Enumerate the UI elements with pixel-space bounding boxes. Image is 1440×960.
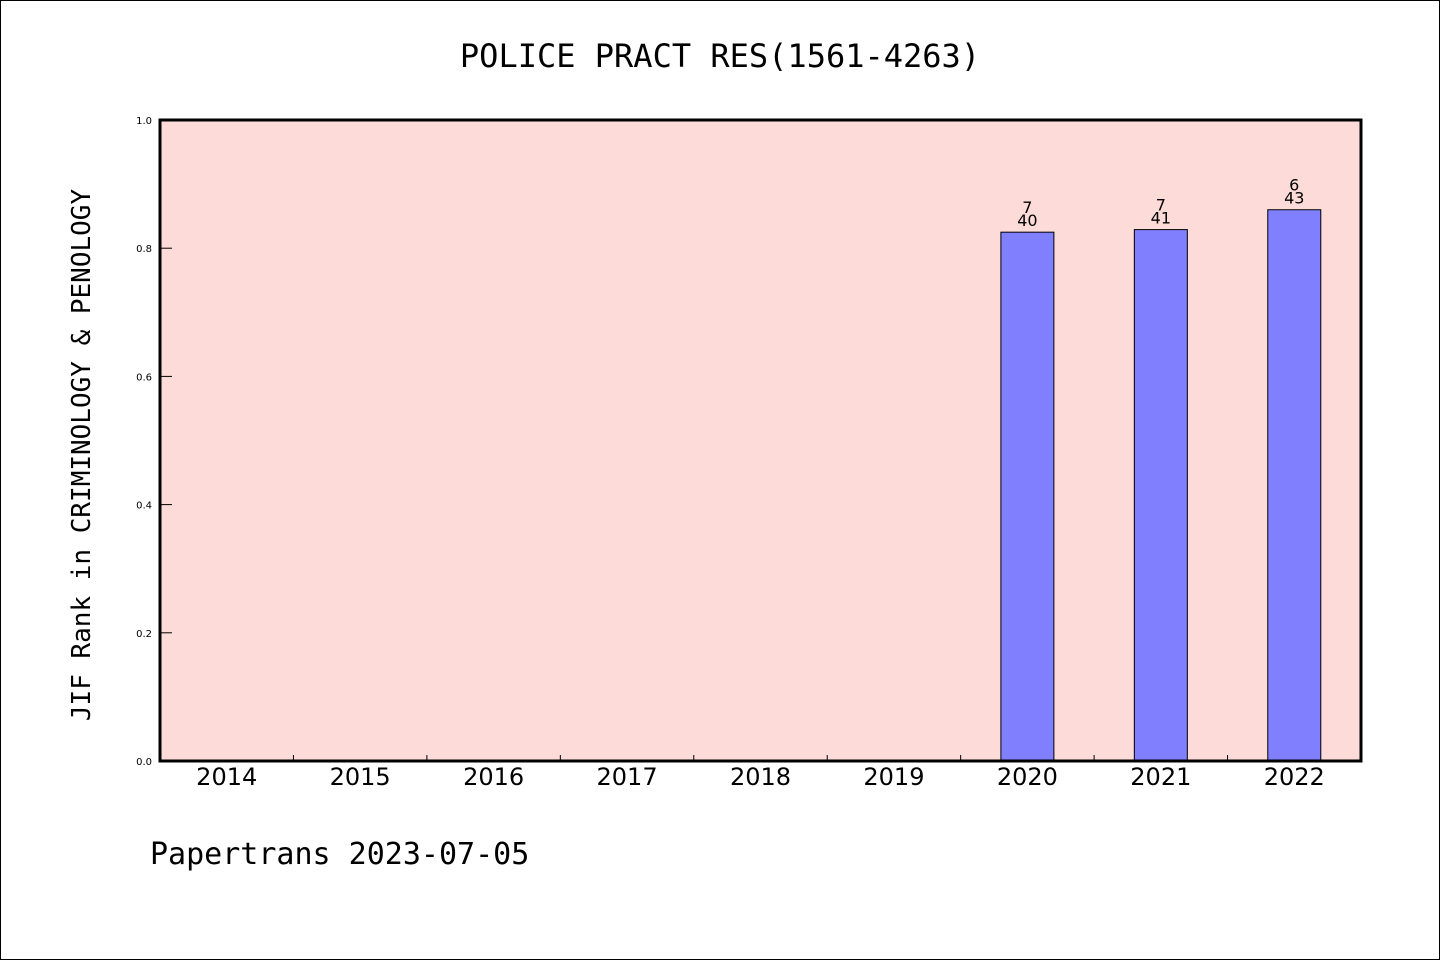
x-tick-label: 2015 xyxy=(330,763,391,791)
x-tick-label: 2014 xyxy=(196,763,257,791)
y-tick-label: 0.6 xyxy=(136,372,152,383)
x-axis-ticks: 2014 2015 2016 2017 2018 2019 2020 2021 2022 xyxy=(196,755,1325,791)
bar-rank-label: 7 xyxy=(1156,196,1166,215)
y-tick-label: 0.8 xyxy=(136,244,152,255)
footer-text: Papertrans 2023-07-05 xyxy=(150,837,529,872)
x-tick-label: 2019 xyxy=(863,763,924,791)
bar-total-label: 40 xyxy=(1017,211,1037,230)
y-tick-label: 0.0 xyxy=(136,757,152,768)
bar xyxy=(1267,209,1322,762)
x-tick-label: 2016 xyxy=(463,763,524,791)
y-tick-label: 1.0 xyxy=(136,116,152,127)
x-tick-label: 2021 xyxy=(1130,763,1191,791)
x-tick-label: 2017 xyxy=(597,763,658,791)
x-tick-label: 2018 xyxy=(730,763,791,791)
bar-total-label: 41 xyxy=(1151,209,1171,228)
bar-rank-label: 7 xyxy=(1022,198,1032,217)
plot-frame xyxy=(158,118,1363,763)
bar-rank-label: 6 xyxy=(1289,176,1299,195)
bar xyxy=(1133,229,1188,762)
chart-title: POLICE PRACT RES(1561-4263) xyxy=(460,37,980,75)
y-axis-label: JIF Rank in CRIMINOLOGY & PENOLOGY xyxy=(67,189,97,722)
bar xyxy=(1000,231,1055,762)
x-tick-label: 2020 xyxy=(997,763,1058,791)
y-tick-label: 0.4 xyxy=(136,501,152,512)
x-tick-label: 2022 xyxy=(1264,763,1325,791)
bar-total-label: 43 xyxy=(1284,189,1304,208)
y-tick-label: 0.2 xyxy=(136,629,152,640)
